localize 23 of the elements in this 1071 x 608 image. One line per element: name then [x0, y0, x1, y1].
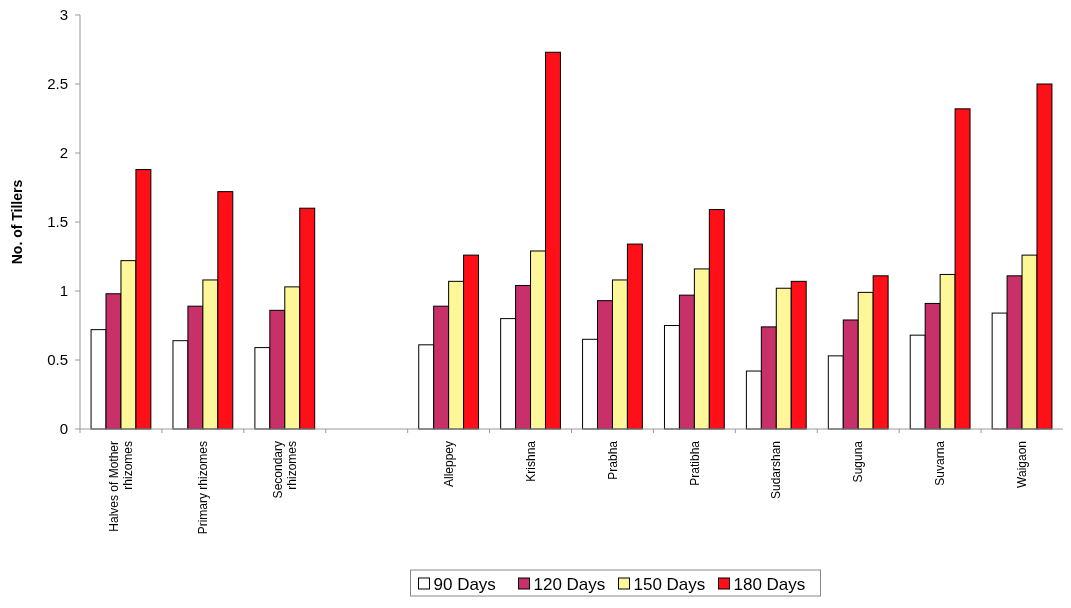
x-tick-label: Sudarshan [769, 441, 784, 500]
x-tick-label: Suguna [851, 440, 866, 483]
x-tick-label: Primary rhizomes [196, 441, 211, 535]
y-axis-title: No. of Tillers [9, 179, 25, 265]
legend-label: 150 Days [633, 574, 706, 594]
x-tick-label: Suvarna [933, 440, 948, 486]
y-tick-label: 2.5 [47, 75, 68, 93]
y-tick-label: 0 [59, 420, 68, 438]
y-tick-label: 2 [59, 144, 68, 162]
y-tick-label: 0.5 [47, 351, 68, 369]
x-tick-label: Alleppey [441, 441, 456, 488]
x-tick-label: Pratibha [687, 440, 702, 486]
y-tick-label: 1.5 [47, 213, 68, 231]
x-tick-label: Prabha [605, 440, 620, 480]
y-tick-label: 3 [59, 6, 68, 24]
x-tick-label: Halves of Mother rhizomes [107, 441, 136, 532]
x-tick-label: Waigaon [1015, 441, 1030, 488]
y-tick-label: 1 [59, 282, 68, 300]
legend-label: 120 Days [533, 574, 606, 594]
x-tick-label: Krishna [523, 440, 538, 482]
x-tick-label: Secondary rhizomes [271, 441, 299, 499]
legend-label: 180 Days [733, 574, 806, 594]
legend-label: 90 Days [433, 574, 496, 594]
